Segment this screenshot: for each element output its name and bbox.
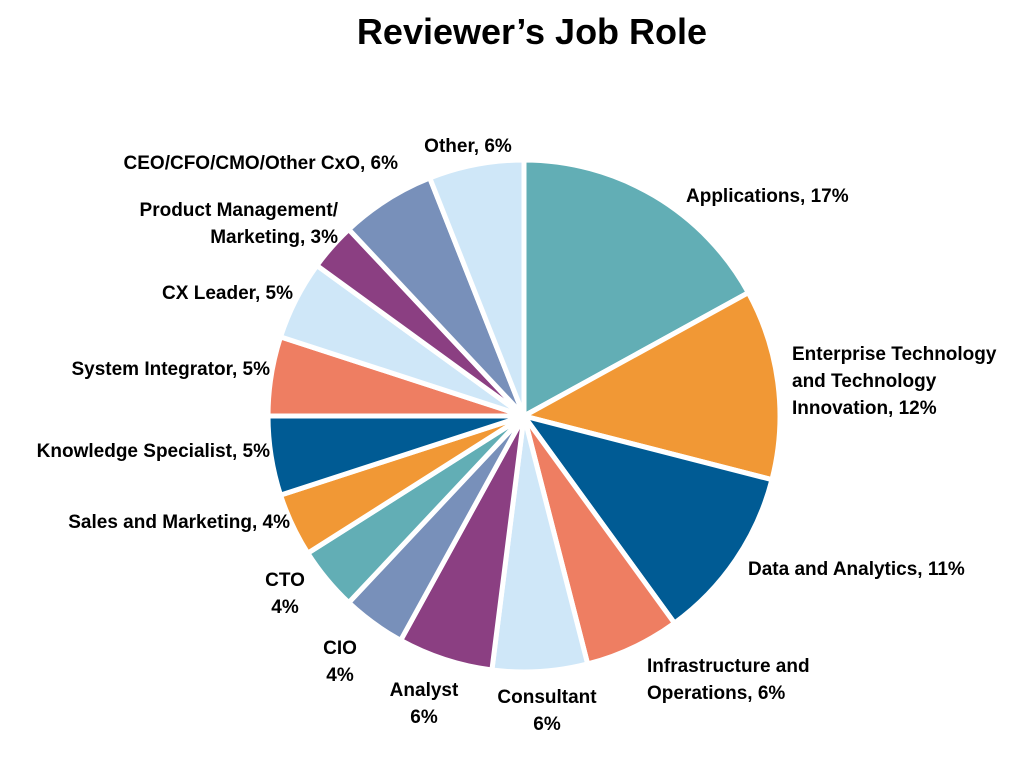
slice-label-11: CX Leader, 5% bbox=[162, 283, 293, 304]
pie-slice-0 bbox=[521, 157, 751, 419]
slice-label-13: CEO/CFO/CMO/Other CxO, 6% bbox=[124, 153, 399, 174]
pie-slice-14 bbox=[427, 157, 527, 419]
slice-label-line: CTO bbox=[265, 570, 305, 591]
slice-label-14: Other, 6% bbox=[424, 136, 512, 157]
slice-label-line: Knowledge Specialist, 5% bbox=[37, 441, 270, 462]
pie-slice-1 bbox=[521, 290, 783, 483]
slice-label-line: CIO bbox=[323, 638, 357, 659]
slice-label-line: Marketing, 3% bbox=[210, 227, 338, 248]
chart-title: Reviewer’s Job Role bbox=[357, 11, 707, 52]
slice-label-line: and Technology bbox=[792, 371, 937, 392]
slice-label-12: Product Management/Marketing, 3% bbox=[140, 200, 339, 248]
slice-label-line: Applications, 17% bbox=[686, 186, 849, 207]
slice-label-line: Analyst bbox=[390, 680, 459, 701]
slice-label-line: Sales and Marketing, 4% bbox=[68, 512, 290, 533]
slice-label-line: 4% bbox=[326, 665, 354, 686]
slice-label-line: CEO/CFO/CMO/Other CxO, 6% bbox=[124, 153, 399, 174]
slice-label-line: Consultant bbox=[497, 687, 597, 708]
slice-label-line: CX Leader, 5% bbox=[162, 283, 293, 304]
slice-label-line: Operations, 6% bbox=[647, 683, 785, 704]
slice-label-line: Innovation, 12% bbox=[792, 398, 937, 419]
slice-label-7: CTO 4% bbox=[265, 570, 305, 618]
slice-label-line: Enterprise Technology bbox=[792, 344, 997, 365]
slice-label-0: Applications, 17% bbox=[686, 186, 849, 207]
slice-label-line: System Integrator, 5% bbox=[71, 359, 270, 380]
slice-label-line: Product Management/ bbox=[140, 200, 339, 221]
slice-label-line: 6% bbox=[533, 714, 561, 735]
slice-label-2: Data and Analytics, 11% bbox=[748, 559, 965, 580]
slice-label-5: Analyst 6% bbox=[390, 680, 459, 728]
slice-label-1: Enterprise Technology and Technology Innov… bbox=[792, 344, 997, 419]
slice-label-9: Knowledge Specialist, 5% bbox=[37, 441, 270, 462]
pie-slices bbox=[265, 157, 783, 675]
pie-labels: Applications, 17% Enterprise Technology an… bbox=[37, 136, 997, 735]
slice-label-6: CIO 4% bbox=[323, 638, 357, 686]
slice-label-line: 4% bbox=[271, 597, 299, 618]
slice-label-line: Infrastructure and bbox=[647, 656, 810, 677]
slice-label-line: Other, 6% bbox=[424, 136, 512, 157]
slice-label-4: Consultant 6% bbox=[497, 687, 597, 735]
slice-label-8: Sales and Marketing, 4% bbox=[68, 512, 290, 533]
slice-label-3: Infrastructure and Operations, 6% bbox=[647, 656, 810, 704]
slice-label-line: Data and Analytics, 11% bbox=[748, 559, 965, 580]
pie-slice-2 bbox=[521, 413, 775, 626]
slice-label-10: System Integrator, 5% bbox=[71, 359, 270, 380]
slice-label-line: 6% bbox=[410, 707, 438, 728]
